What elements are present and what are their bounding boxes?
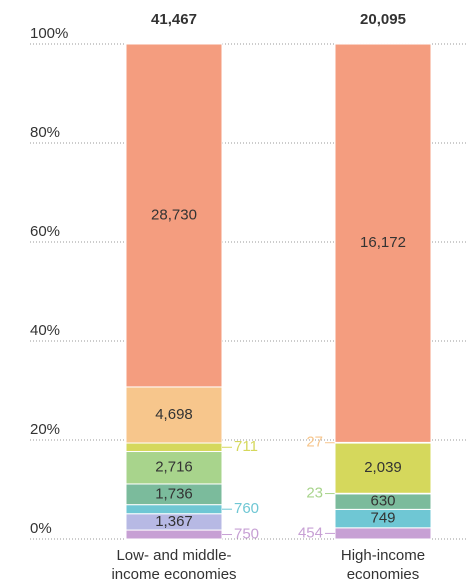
- x-tick-label: High-income economies: [340, 547, 426, 583]
- bar-segment: [334, 527, 432, 540]
- bar-segment: [125, 529, 223, 540]
- value-label: 760: [234, 500, 259, 517]
- y-tick-label: 40%: [30, 322, 60, 339]
- value-label: 454: [298, 524, 323, 541]
- value-label: 23: [306, 485, 323, 502]
- value-label: 750: [234, 525, 259, 542]
- bar-segment: [334, 442, 432, 494]
- value-label: 16,172: [360, 234, 406, 251]
- value-label: 2,039: [364, 459, 402, 476]
- bar-segment: [334, 43, 432, 443]
- value-label: 28,730: [151, 206, 197, 223]
- bar-segment: [125, 442, 223, 453]
- y-tick-label: 100%: [30, 25, 68, 42]
- bar-segment: [125, 386, 223, 444]
- value-label: 749: [370, 510, 395, 527]
- x-tick-label: Low- and middle-income economies: [111, 547, 237, 583]
- value-label: 630: [370, 493, 395, 510]
- total-label: 20,095: [360, 11, 406, 28]
- y-tick-label: 20%: [30, 421, 60, 438]
- y-tick-label: 0%: [30, 520, 52, 537]
- value-label: 27: [306, 434, 323, 451]
- value-label: 4,698: [155, 406, 193, 423]
- total-label: 41,467: [151, 11, 197, 28]
- value-label: 711: [234, 438, 258, 455]
- value-label: 2,716: [155, 459, 193, 476]
- y-tick-label: 60%: [30, 223, 60, 240]
- bar-segment: [125, 504, 223, 515]
- bar-segment: [125, 43, 223, 388]
- y-tick-label: 80%: [30, 124, 60, 141]
- value-label: 1,736: [155, 485, 193, 502]
- value-label: 1,367: [155, 513, 193, 530]
